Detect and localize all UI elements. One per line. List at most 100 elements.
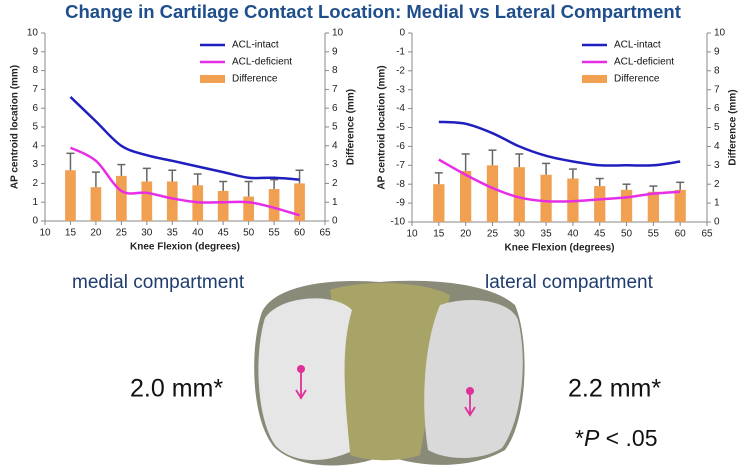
bar <box>513 167 525 222</box>
legend-label: ACL-intact <box>614 40 661 51</box>
bar <box>620 189 633 222</box>
y-tick-label: -2 <box>396 65 405 76</box>
bar <box>166 181 178 221</box>
line <box>69 146 300 217</box>
y2-axis-label: Difference (mm) <box>728 89 739 165</box>
y-axis-label: AP centroid location (mm) <box>377 65 388 189</box>
y2-tick-label: 6 <box>332 103 338 114</box>
legend-swatch <box>200 75 225 83</box>
x-tick-label: 20 <box>460 229 472 240</box>
error-bar <box>295 169 304 184</box>
y-tick-label: -1 <box>396 47 405 58</box>
y-tick-label: -8 <box>396 179 405 190</box>
error-bar <box>244 180 253 197</box>
legend-label: ACL-intact <box>232 40 279 51</box>
bar <box>594 186 606 222</box>
y-tick-label: -4 <box>396 103 405 114</box>
significance-note: *P < .05 <box>575 425 657 451</box>
bar <box>460 170 472 222</box>
y2-tick-label: 2 <box>714 179 720 190</box>
y2-tick-label: 1 <box>714 198 720 209</box>
y2-tick-label: 8 <box>332 65 338 76</box>
error-bar <box>193 173 202 186</box>
error-bar <box>488 149 497 166</box>
x-tick-label: 40 <box>192 228 204 239</box>
error-bar <box>66 152 75 171</box>
y-tick-label: -10 <box>391 217 406 228</box>
y2-tick-label: 9 <box>714 47 720 58</box>
y-tick-label: 7 <box>32 84 38 95</box>
x-tick-label: 10 <box>39 228 51 239</box>
y2-tick-label: 2 <box>332 178 338 189</box>
y2-tick-label: 3 <box>332 159 338 170</box>
error-bar <box>434 172 443 185</box>
y-tick-label: 10 <box>27 28 39 39</box>
line <box>438 158 681 203</box>
bar <box>486 165 499 222</box>
x-tick-label: 45 <box>594 229 606 240</box>
note-part: < .05 <box>599 425 657 451</box>
bar <box>65 170 76 221</box>
y-tick-label: 5 <box>32 122 38 133</box>
y-tick-label: 8 <box>32 65 38 76</box>
legend-label: Difference <box>614 74 660 85</box>
figure-title: Change in Cartilage Contact Location: Me… <box>65 1 681 22</box>
bar <box>90 187 102 221</box>
y-tick-label: 2 <box>32 178 38 189</box>
x-tick-label: 25 <box>116 228 128 239</box>
legend-label: Difference <box>232 74 278 85</box>
note-part: * <box>575 425 584 451</box>
y-tick-label: -7 <box>396 160 405 171</box>
x-tick-label: 55 <box>269 228 281 239</box>
x-tick-label: 60 <box>675 229 687 240</box>
legend-label: ACL-deficient <box>232 57 292 68</box>
y-tick-label: -9 <box>396 198 405 209</box>
error-bar <box>142 167 151 182</box>
x-tick-label: 65 <box>701 229 713 240</box>
y2-tick-label: 1 <box>332 197 338 208</box>
error-bar <box>270 178 279 190</box>
error-bar <box>219 180 228 191</box>
note-part: P <box>584 425 600 451</box>
y-tick-label: 4 <box>32 140 38 151</box>
x-tick-label: 50 <box>621 229 633 240</box>
x-tick-label: 10 <box>406 229 418 240</box>
error-bar <box>461 153 470 171</box>
x-tick-label: 50 <box>243 228 255 239</box>
x-tick-label: 25 <box>487 229 499 240</box>
bar <box>217 190 229 221</box>
error-bar <box>595 177 604 187</box>
bar <box>433 184 445 222</box>
y2-tick-label: 5 <box>332 122 338 133</box>
error-bar <box>515 153 524 168</box>
y2-tick-label: 8 <box>714 65 720 76</box>
line <box>69 96 300 181</box>
x-tick-label: 45 <box>218 228 230 239</box>
y2-tick-label: 9 <box>332 46 338 57</box>
y-tick-label: 3 <box>32 159 38 170</box>
x-tick-label: 35 <box>541 229 553 240</box>
x-tick-label: 55 <box>648 229 660 240</box>
y-tick-label: 1 <box>32 197 38 208</box>
line <box>438 120 681 167</box>
error-bar <box>649 185 658 192</box>
bar <box>268 189 280 221</box>
medial-shift: 2.0 mm* <box>130 375 223 403</box>
y2-tick-label: 5 <box>714 122 720 133</box>
bar <box>141 181 153 221</box>
y2-tick-label: 0 <box>714 217 720 228</box>
y-tick-label: -6 <box>396 141 405 152</box>
y2-axis-label: Difference (mm) <box>346 89 357 165</box>
y-axis-label: AP centroid location (mm) <box>10 65 21 189</box>
y2-tick-label: 3 <box>714 160 720 171</box>
caption: lateral compartment <box>485 272 654 293</box>
bar <box>243 196 254 221</box>
x-tick-label: 60 <box>294 228 306 239</box>
y-tick-label: 6 <box>32 103 38 114</box>
error-bar <box>676 181 685 190</box>
error-bar <box>117 163 126 176</box>
x-tick-label: 30 <box>514 229 526 240</box>
y2-tick-label: 0 <box>332 216 338 227</box>
error-bar <box>168 169 177 182</box>
